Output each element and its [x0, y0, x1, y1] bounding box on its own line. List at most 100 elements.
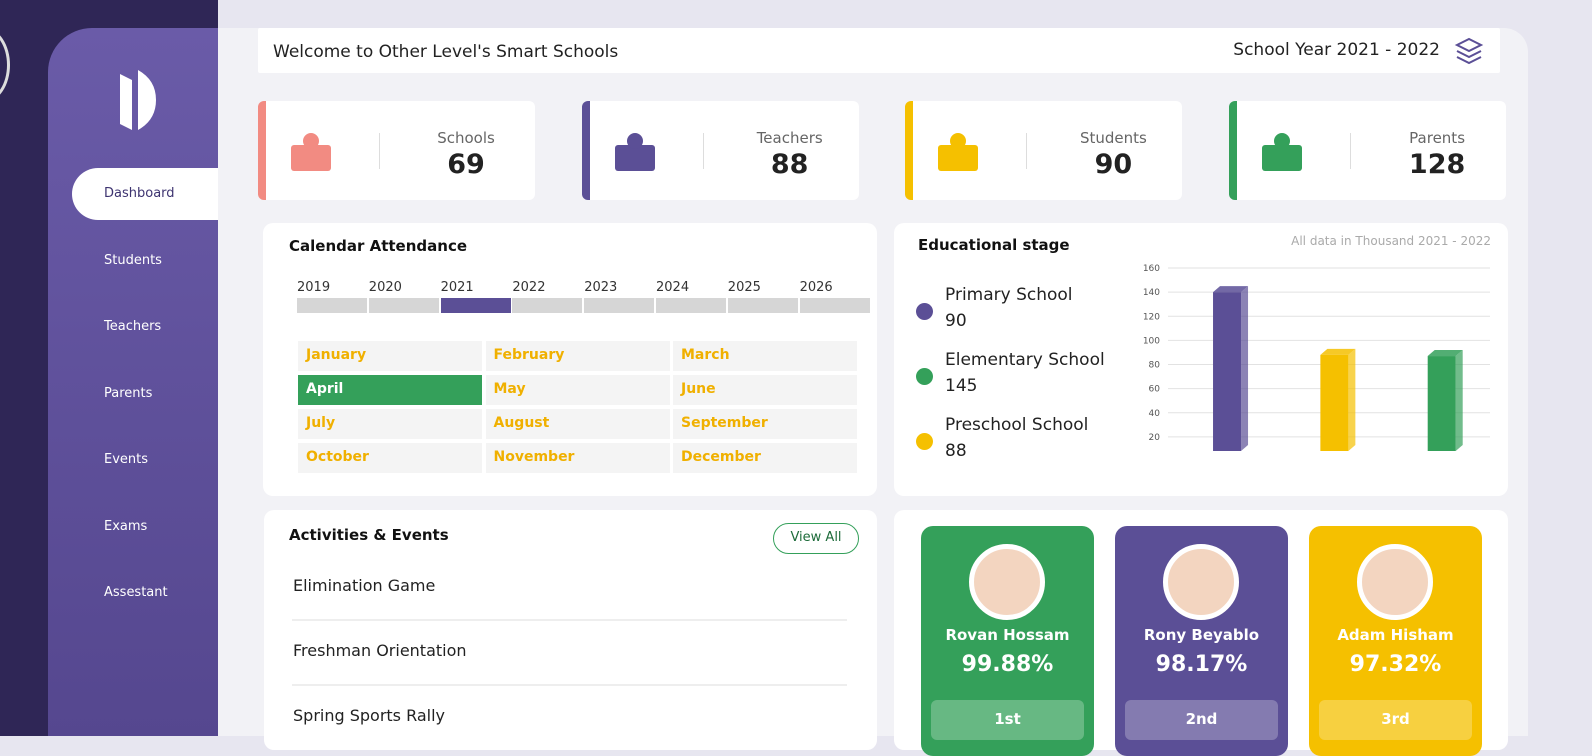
- legend-dot: [916, 303, 933, 320]
- year-segment: [799, 298, 870, 313]
- avatar: [969, 544, 1045, 620]
- legend-label: Elementary School: [945, 350, 1105, 370]
- rank-badge: 1st: [931, 700, 1084, 740]
- year-segment: [727, 298, 798, 313]
- menu-item[interactable]: Events: [104, 452, 149, 467]
- year-label[interactable]: 2023: [584, 280, 618, 295]
- stat-value: 128: [1408, 149, 1466, 180]
- stat-card: Parents 128: [1229, 101, 1507, 200]
- icon-shape: [1274, 133, 1291, 149]
- event-item[interactable]: Elimination Game: [293, 576, 436, 595]
- view-all-button[interactable]: View All: [773, 523, 859, 554]
- year-label[interactable]: 2020: [368, 280, 402, 295]
- rank-badge: 2nd: [1125, 700, 1278, 740]
- stat-value: 69: [447, 149, 485, 180]
- year-label[interactable]: 2025: [727, 280, 761, 295]
- student-name: Rovan Hossam: [945, 626, 1070, 644]
- year-segment: [584, 298, 655, 313]
- menu-item[interactable]: Exams: [104, 518, 148, 534]
- stat-card: Teachers 88: [581, 101, 859, 200]
- student-card: Adam Hisham 97.32% 3rd: [1309, 526, 1482, 756]
- icon-shape: [1262, 145, 1303, 171]
- month-cell[interactable]: December: [673, 443, 857, 473]
- year-segment: [656, 298, 726, 313]
- icon-shape: [614, 145, 655, 171]
- month-cell[interactable]: March: [673, 341, 857, 371]
- stat-value: 90: [1094, 149, 1133, 180]
- student-card: Rony Beyablo 98.17% 2nd: [1115, 526, 1288, 756]
- bar: [1213, 292, 1242, 451]
- rank-badge: 3rd: [1319, 700, 1472, 740]
- legend-dot: [916, 368, 933, 385]
- events-card: Activities & Events View All Elimination…: [264, 510, 877, 750]
- event-item[interactable]: Freshman Orientation: [293, 641, 467, 660]
- icon-shape: [303, 133, 319, 149]
- header-bar: Welcome to Other Level's Smart Schools S…: [258, 28, 1500, 73]
- month-cell[interactable]: October: [298, 443, 482, 473]
- menu-item[interactable]: Teachers: [104, 319, 162, 334]
- sidebar: Dashboard Students Teachers Parents Events Ex…: [48, 28, 218, 736]
- year-label[interactable]: 2024: [656, 280, 690, 295]
- separator: [292, 684, 847, 686]
- menu-item[interactable]: Dashboard: [104, 186, 175, 201]
- year-label[interactable]: 2026: [799, 280, 833, 295]
- month-cell[interactable]: July: [298, 409, 482, 439]
- year-label[interactable]: 2021: [440, 280, 474, 295]
- card-title: Educational stage: [918, 236, 1070, 254]
- stage-card: Educational stage All data in Thousand 2…: [894, 223, 1508, 496]
- active-pill: [72, 168, 218, 220]
- month-cell[interactable]: April: [298, 375, 482, 405]
- page: Dashboard Students Teachers Parents Events Ex…: [0, 0, 1528, 756]
- layers-icon: [1454, 37, 1484, 65]
- divider: [1026, 133, 1028, 169]
- student-name: Rony Beyablo: [1143, 626, 1260, 644]
- bar-side: [1348, 348, 1356, 451]
- legend-value: 145: [945, 376, 978, 396]
- month-cell[interactable]: June: [673, 375, 857, 405]
- stat-icon: [291, 133, 331, 171]
- bar: [1320, 354, 1349, 451]
- avatar: [1357, 544, 1433, 620]
- year-segment: [368, 298, 439, 313]
- divider: [1350, 133, 1352, 169]
- month-cell[interactable]: August: [485, 409, 670, 439]
- logo: [120, 70, 156, 130]
- note: All data in Thousand 2021 - 2022: [1291, 234, 1491, 248]
- bar-top: [1213, 286, 1249, 293]
- month-cell[interactable]: January: [298, 341, 482, 371]
- avatar: [1163, 544, 1239, 620]
- stat-value: 88: [770, 149, 809, 180]
- legend-label: Primary School: [945, 285, 1073, 305]
- bar-side: [1241, 286, 1249, 451]
- month-cell[interactable]: September: [673, 409, 857, 439]
- month-cell[interactable]: May: [485, 375, 670, 405]
- y-tick-label: 120: [1143, 312, 1160, 322]
- student-score: 97.32%: [1349, 652, 1442, 677]
- month-cell[interactable]: November: [485, 443, 670, 473]
- stat-icon: [938, 133, 979, 171]
- stat-label: Schools: [437, 129, 495, 147]
- legend-value: 88: [945, 441, 967, 461]
- divider: [702, 133, 704, 169]
- menu-item[interactable]: Parents: [104, 385, 153, 401]
- event-item[interactable]: Spring Sports Rally: [293, 706, 446, 725]
- stat-icon: [1262, 133, 1303, 171]
- student-name: Adam Hisham: [1337, 626, 1454, 644]
- year-segment: [297, 298, 367, 313]
- y-tick-label: 100: [1143, 336, 1160, 346]
- menu-item[interactable]: Assestant: [104, 585, 168, 600]
- y-tick-label: 20: [1149, 433, 1161, 443]
- legend-label: Preschool School: [945, 415, 1089, 435]
- stat-icon: [614, 133, 655, 171]
- year-label[interactable]: 2022: [512, 280, 546, 295]
- bar-top: [1320, 348, 1356, 355]
- menu-item[interactable]: Students: [104, 252, 162, 268]
- legend-dot: [916, 433, 933, 450]
- bar-top: [1427, 350, 1463, 357]
- icon-shape: [291, 145, 331, 171]
- year-label[interactable]: 2019: [297, 280, 331, 295]
- stat-card: Schools 69: [258, 101, 535, 200]
- month-cell[interactable]: February: [485, 341, 670, 371]
- icon-shape: [950, 133, 967, 149]
- y-tick-label: 80: [1149, 361, 1161, 371]
